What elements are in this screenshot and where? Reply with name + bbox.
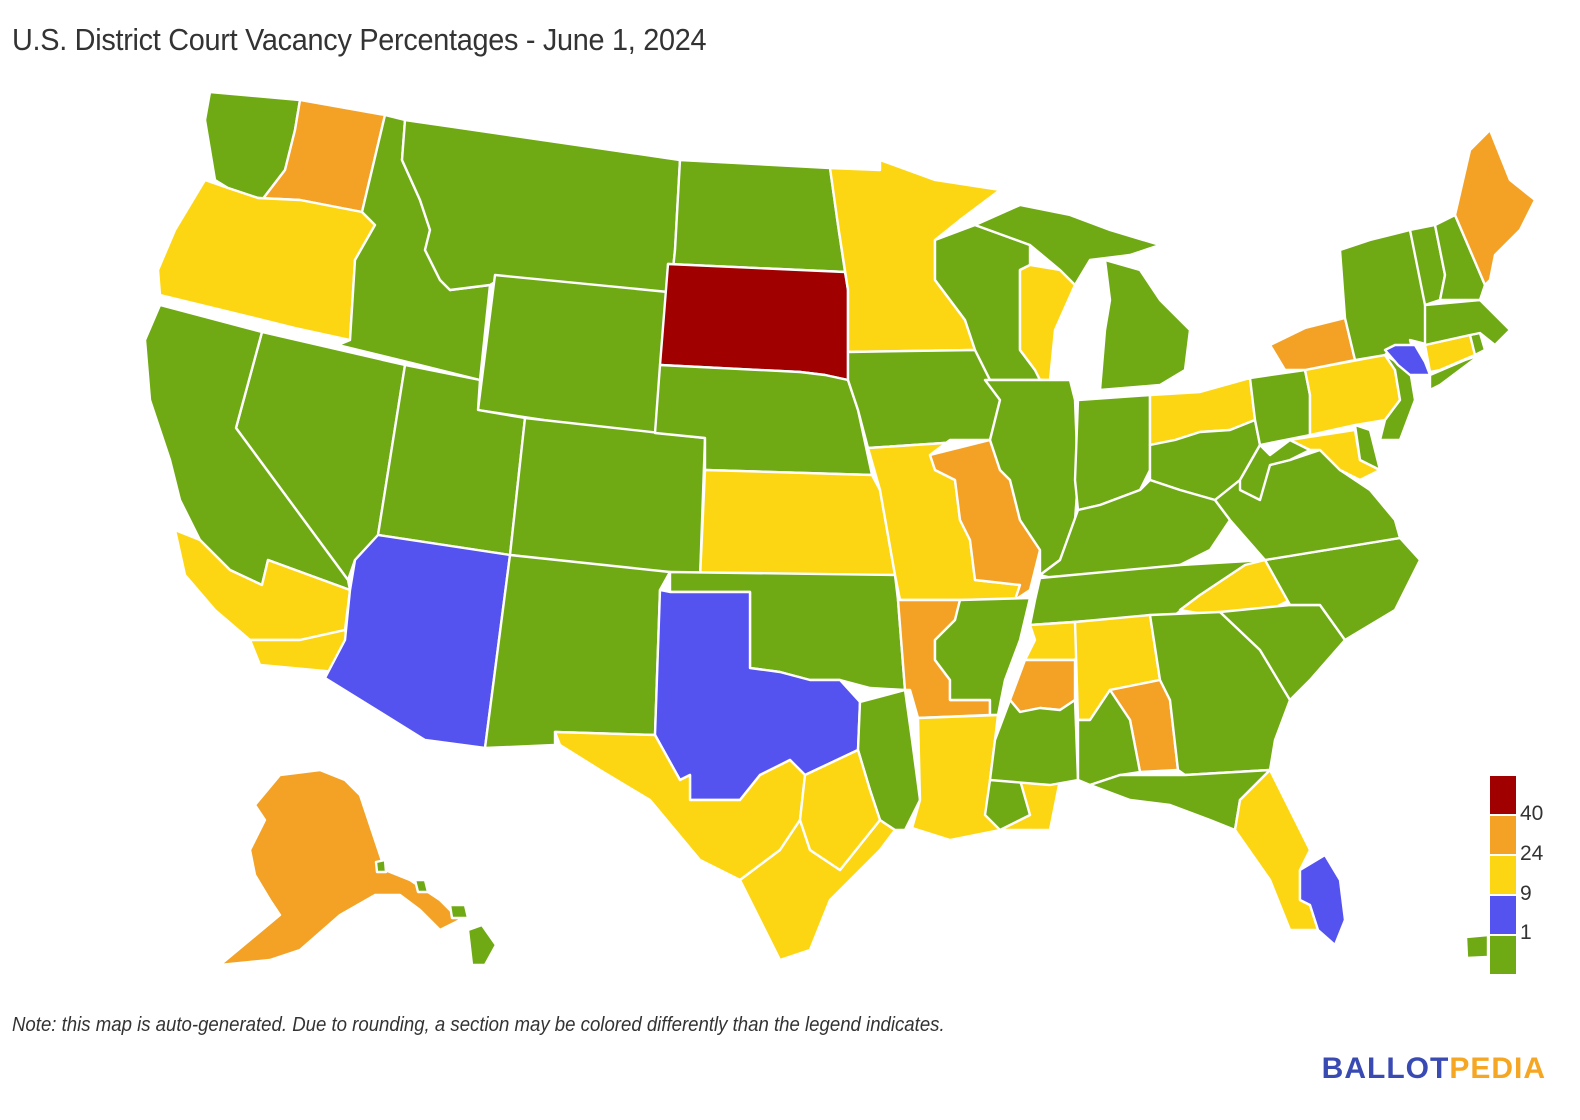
region-hawaii-big[interactable] <box>466 923 498 967</box>
region-west-virginia[interactable] <box>1238 438 1312 502</box>
footnote: Note: this map is auto-generated. Due to… <box>12 1014 945 1036</box>
legend-swatch-under-1 <box>1490 936 1516 974</box>
region-nebraska[interactable] <box>653 363 874 477</box>
region-puerto-rico[interactable] <box>1464 933 1490 960</box>
region-arkansas-east[interactable] <box>933 596 1032 717</box>
legend-label-40: 40 <box>1520 802 1544 825</box>
ballotpedia-logo[interactable]: BALLOTPEDIA <box>1322 1052 1546 1086</box>
region-michigan-up[interactable] <box>973 203 1162 287</box>
region-maine[interactable] <box>1453 128 1537 287</box>
legend-label-1: 1 <box>1520 921 1532 944</box>
region-alabama-south[interactable] <box>1076 688 1142 787</box>
region-north-carolina[interactable] <box>1263 536 1422 642</box>
region-colorado[interactable] <box>508 416 707 580</box>
region-montana[interactable] <box>400 118 682 300</box>
region-florida-south[interactable] <box>1298 853 1347 947</box>
region-michigan-lp[interactable] <box>1098 258 1192 392</box>
region-pennsylvania-west[interactable] <box>1248 368 1312 447</box>
region-new-york-south[interactable] <box>1383 343 1432 377</box>
region-alaska[interactable] <box>218 768 462 967</box>
legend-swatch-40plus <box>1490 776 1516 814</box>
legend-label-9: 9 <box>1520 882 1532 905</box>
region-hawaii-kauai[interactable] <box>374 858 388 874</box>
logo-part-pedia: PEDIA <box>1449 1052 1546 1085</box>
region-iowa[interactable] <box>846 348 1002 450</box>
color-legend: 40 24 9 1 <box>1490 776 1560 976</box>
region-mississippi-north[interactable] <box>1023 620 1082 662</box>
legend-swatch-24-40 <box>1490 816 1516 854</box>
legend-swatch-9-24 <box>1490 856 1516 894</box>
region-new-york-west[interactable] <box>1268 316 1357 372</box>
map-title: U.S. District Court Vacancy Percentages … <box>12 22 707 57</box>
region-kansas[interactable] <box>698 468 897 580</box>
region-new-mexico[interactable] <box>483 553 672 750</box>
legend-label-24: 24 <box>1520 842 1544 865</box>
region-hawaii-oahu[interactable] <box>413 878 430 894</box>
us-district-map <box>0 70 1580 990</box>
region-new-york-north[interactable] <box>1338 228 1432 362</box>
region-wyoming[interactable] <box>476 273 670 440</box>
region-florida-middle[interactable] <box>1233 768 1320 932</box>
region-hawaii-maui[interactable] <box>448 903 470 920</box>
region-mississippi-se[interactable] <box>988 698 1080 787</box>
region-arizona[interactable] <box>323 533 512 750</box>
region-delaware[interactable] <box>1353 423 1382 472</box>
region-mississippi-south[interactable] <box>1008 658 1077 714</box>
legend-swatch-1-9 <box>1490 896 1516 934</box>
logo-part-ballot: BALLOT <box>1321 1052 1450 1085</box>
region-wisconsin-east[interactable] <box>1018 263 1077 382</box>
region-new-jersey[interactable] <box>1378 353 1417 442</box>
region-texas-central[interactable] <box>798 748 882 872</box>
region-massachusetts[interactable] <box>1423 298 1512 347</box>
region-south-dakota[interactable] <box>658 262 850 382</box>
map-canvas <box>143 90 1537 967</box>
